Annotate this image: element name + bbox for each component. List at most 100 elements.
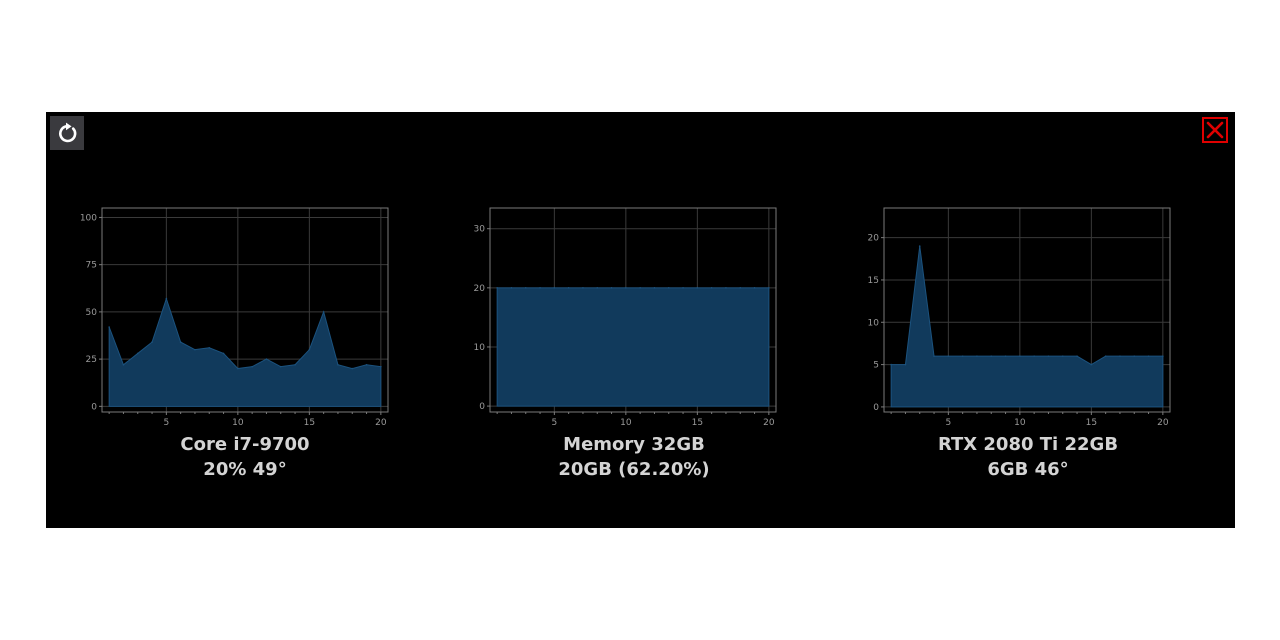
data-point: [582, 287, 584, 289]
data-point: [237, 367, 239, 370]
data-point: [890, 363, 892, 366]
data-point: [639, 287, 641, 289]
y-tick-label: 20: [474, 284, 486, 294]
x-tick-label: 5: [163, 418, 169, 428]
area-series: [890, 246, 1164, 408]
x-tick-label: 15: [692, 418, 703, 428]
memory-stat: 20GB (62.20%): [558, 459, 710, 480]
data-point: [682, 287, 684, 289]
y-tick-label: 10: [474, 343, 486, 353]
x-tick-label: 20: [375, 418, 387, 428]
data-point: [380, 365, 382, 368]
data-point: [1090, 363, 1093, 366]
data-point: [294, 363, 296, 366]
data-point: [1004, 355, 1007, 357]
data-point: [1076, 355, 1078, 357]
data-point: [947, 355, 950, 357]
y-tick-label: 20: [868, 234, 880, 244]
data-point: [567, 287, 570, 289]
data-point: [696, 287, 699, 289]
data-point: [208, 346, 211, 349]
data-point: [108, 326, 110, 328]
data-point: [251, 365, 253, 368]
data-point: [918, 245, 921, 247]
data-point: [990, 355, 993, 357]
data-point: [510, 287, 513, 289]
data-point: [739, 287, 742, 289]
gpu-stat: 6GB 46°: [987, 459, 1069, 480]
data-point: [1061, 355, 1064, 357]
y-tick-label: 100: [80, 213, 97, 223]
x-tick-label: 15: [304, 418, 315, 428]
x-tick-label: 5: [551, 418, 557, 428]
resource-monitor-panel: 0 25 50 75 100 5 10 15 20 Core i7-9700 20% 49° 0…: [46, 112, 1235, 528]
data-point: [1033, 355, 1035, 357]
y-tick-label: 5: [873, 361, 879, 371]
data-point: [976, 355, 978, 357]
x-tick-label: 10: [620, 418, 632, 428]
data-point: [1133, 355, 1136, 357]
gpu-chart: 0 5 10 15 20 5 10 15 20: [854, 198, 1184, 438]
data-point: [165, 297, 168, 300]
y-tick-label: 0: [479, 402, 485, 412]
data-point: [122, 363, 125, 366]
data-point: [725, 287, 727, 289]
data-point: [610, 287, 613, 289]
y-tick-label: 30: [474, 225, 486, 235]
data-point: [1019, 355, 1021, 357]
cpu-name: Core i7-9700: [180, 434, 310, 455]
close-icon: [1206, 121, 1224, 139]
data-point: [1162, 355, 1164, 357]
memory-chart: 0 10 20 30 5 10 15 20: [460, 198, 790, 438]
gpu-caption: RTX 2080 Ti 22GB 6GB 46°: [863, 432, 1193, 482]
plot-frame: [101, 207, 389, 413]
data-point: [279, 365, 282, 368]
gpu-name: RTX 2080 Ti 22GB: [937, 434, 1119, 455]
data-point: [179, 341, 182, 343]
data-point: [524, 287, 527, 289]
data-point: [539, 287, 541, 289]
data-point: [753, 287, 756, 289]
plot-frame: [883, 207, 1171, 413]
data-point: [1147, 355, 1150, 357]
y-tick-label: 0: [873, 403, 879, 413]
x-tick-label: 20: [1157, 418, 1169, 428]
data-point: [1104, 355, 1107, 357]
data-point: [365, 363, 368, 366]
x-tick-label: 10: [232, 418, 244, 428]
y-tick-label: 0: [91, 402, 97, 412]
data-point: [553, 287, 556, 289]
y-tick-label: 10: [868, 318, 880, 328]
data-point: [1047, 355, 1050, 357]
memory-name: Memory 32GB: [563, 434, 705, 455]
data-point: [308, 348, 311, 351]
refresh-icon: [59, 122, 77, 143]
chart-svg: 0 10 20 30 5 10 15 20: [474, 207, 777, 428]
x-tick-label: 20: [763, 418, 775, 428]
y-tick-label: 25: [86, 355, 97, 365]
y-tick-label: 15: [868, 276, 879, 286]
plot-frame: [489, 207, 777, 413]
chart-svg: 0 25 50 75 100 5 10 15 20: [80, 207, 389, 428]
chart-svg: 0 5 10 15 20 5 10 15 20: [868, 207, 1171, 428]
cpu-caption: Core i7-9700 20% 49°: [80, 432, 410, 482]
cpu-stat: 20% 49°: [203, 459, 287, 480]
refresh-button[interactable]: [50, 116, 84, 150]
data-point: [496, 287, 498, 289]
data-point: [194, 348, 196, 351]
data-point: [136, 352, 139, 355]
data-point: [1119, 355, 1121, 357]
y-tick-label: 50: [86, 308, 98, 318]
close-button[interactable]: [1202, 117, 1228, 143]
data-point: [337, 363, 339, 366]
data-point: [768, 287, 770, 289]
data-point: [667, 287, 670, 289]
data-point: [961, 355, 964, 357]
x-tick-label: 5: [945, 418, 951, 428]
x-tick-label: 10: [1014, 418, 1026, 428]
data-point: [222, 352, 225, 355]
area-series: [496, 287, 770, 407]
memory-caption: Memory 32GB 20GB (62.20%): [469, 432, 799, 482]
data-point: [904, 363, 907, 366]
data-point: [933, 355, 935, 357]
